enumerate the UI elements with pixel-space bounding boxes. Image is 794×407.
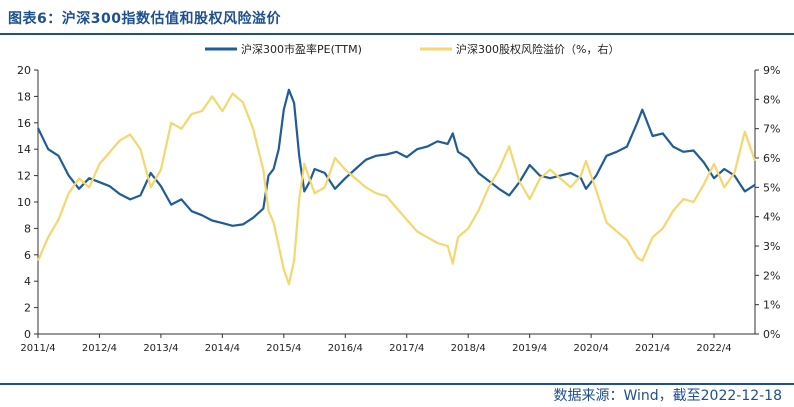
footer-divider [0,383,794,385]
equity-risk-premium-line [36,92,757,286]
y-left-tick-label: 8 [24,222,31,235]
x-tick-label: 2015/4 [266,343,301,354]
x-tick-label: 2014/4 [205,343,240,354]
x-tick-label: 2017/4 [389,343,424,354]
y-right-tick-label: 1% [763,299,780,312]
y-right-tick-label: 9% [763,64,780,77]
x-tick-label: 2013/4 [143,343,178,354]
x-tick-label: 2016/4 [328,343,363,354]
y-left-tick-label: 14 [17,143,31,156]
y-right-tick-label: 8% [763,93,780,106]
x-tick-label: 2019/4 [512,343,547,354]
y-left-tick-label: 6 [24,249,31,262]
legend: 沪深300市盈率PE(TTM) 沪深300股权风险溢价（%，右） [205,42,619,56]
legend-label: 沪深300市盈率PE(TTM) [241,42,362,56]
y-right-tick-label: 4% [763,211,780,224]
y-left-tick-label: 18 [17,90,31,103]
y-left-tick-label: 10 [17,196,31,209]
line-chart: 沪深300市盈率PE(TTM) 沪深300股权风险溢价（%，右） 0 2 4 6 8 10 1… [17,42,780,354]
y-right-tick-label: 7% [763,123,780,136]
title-divider [0,33,794,35]
y-left-tick-label: 2 [24,302,31,315]
x-tick-label: 2021/4 [635,343,670,354]
y-left-tick-label: 4 [24,275,31,288]
y-left-tick-label: 12 [17,170,31,183]
y-right-tick-label: 3% [763,240,780,253]
x-tick-label: 2022/4 [696,343,731,354]
data-source-note: 数据来源：Wind，截至2022-12-18 [553,388,782,404]
x-tick-label: 2018/4 [451,343,486,354]
y-left-tick-label: 16 [17,117,31,130]
y-left-tick-label: 20 [17,64,31,77]
y-right-tick-label: 2% [763,269,780,282]
x-tick-label: 2011/4 [20,343,55,354]
y-left-tick-label: 0 [24,328,31,341]
pe-ttm-line [37,88,756,227]
title-bar: 图表6：沪深300指数估值和股权风险溢价 [0,0,794,34]
y-right-tick-label: 6% [763,152,780,165]
y-right-tick-label: 0% [763,328,780,341]
legend-label: 沪深300股权风险溢价（%，右） [456,42,619,56]
chart-series [36,88,757,286]
y-right-tick-label: 5% [763,181,780,194]
x-tick-label: 2012/4 [82,343,117,354]
chart-title: 图表6：沪深300指数估值和股权风险溢价 [8,11,281,27]
x-tick-label: 2020/4 [574,343,609,354]
chart-axes: 0 2 4 6 8 10 12 14 16 18 20 0% 1% 2% 3% 4% 5% 6% 7% 8% 9% 201… [17,64,780,354]
